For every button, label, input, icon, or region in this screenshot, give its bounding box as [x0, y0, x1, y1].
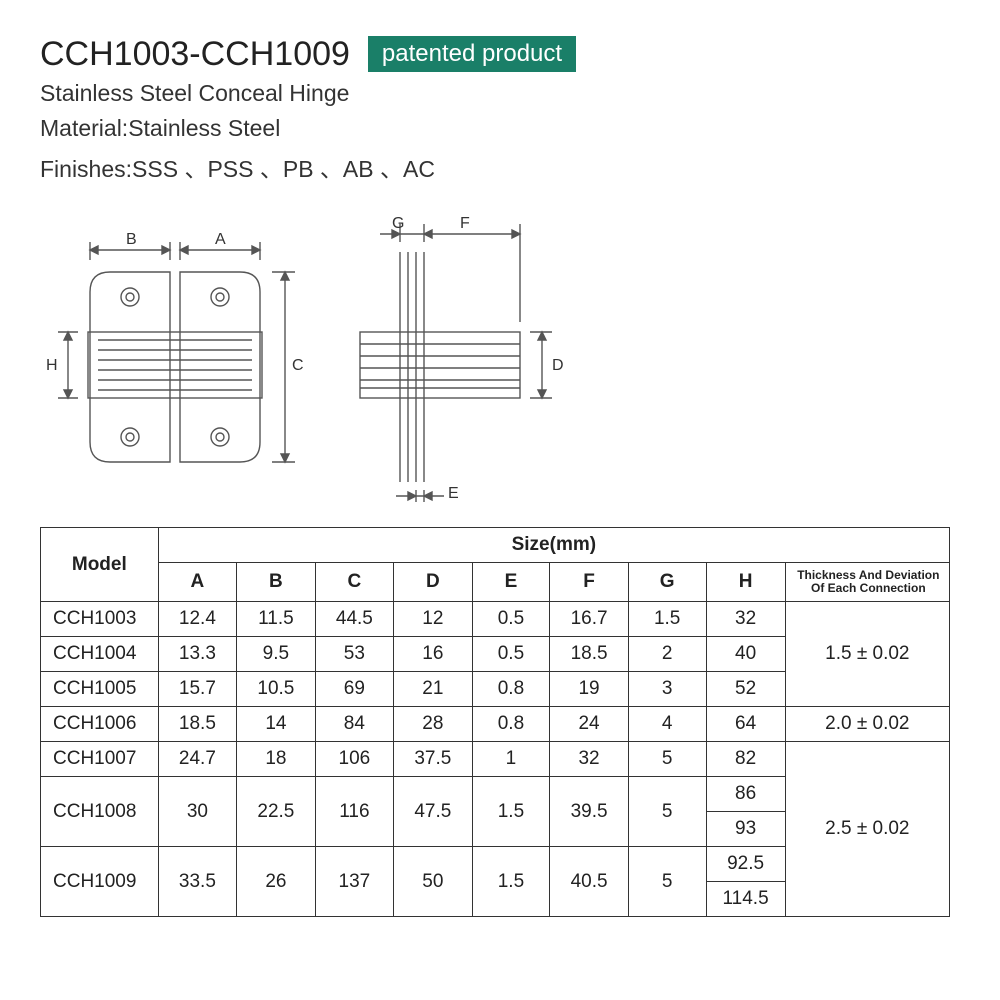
table-row: CCH1007 24.71810637.5 132582 2.5 ± 0.02: [41, 742, 950, 777]
th-size: Size(mm): [158, 528, 949, 563]
finishes-line: Finishes:SSS 、PSS 、PB 、AB 、AC: [40, 150, 960, 184]
dim-label-F: F: [460, 215, 470, 232]
th-E: E: [472, 563, 550, 602]
dim-label-H: H: [46, 357, 58, 374]
th-A: A: [158, 563, 236, 602]
spec-table: Model Size(mm) A B C D E F G H Thickness…: [40, 527, 950, 917]
tolerance-cell: 1.5 ± 0.02: [785, 602, 949, 707]
th-B: B: [237, 563, 315, 602]
dim-label-B: B: [126, 231, 137, 248]
technical-diagram: B A C H F G D E: [40, 212, 960, 507]
dim-label-D: D: [552, 357, 564, 374]
dim-label-A: A: [215, 231, 226, 248]
tolerance-cell: 2.5 ± 0.02: [785, 742, 949, 917]
th-G: G: [628, 563, 706, 602]
tolerance-cell: 2.0 ± 0.02: [785, 707, 949, 742]
table-row: CCH1006 18.5148428 0.824464 2.0 ± 0.02: [41, 707, 950, 742]
th-F: F: [550, 563, 628, 602]
product-subtitle: Stainless Steel Conceal Hinge: [40, 80, 960, 107]
th-H: H: [706, 563, 785, 602]
dim-label-E: E: [448, 485, 459, 502]
dim-label-G: G: [392, 215, 404, 232]
th-D: D: [394, 563, 472, 602]
dim-label-C: C: [292, 357, 304, 374]
title-row: CCH1003-CCH1009 patented product: [40, 36, 960, 72]
th-model: Model: [41, 528, 159, 602]
th-C: C: [315, 563, 393, 602]
material-line: Material:Stainless Steel: [40, 115, 960, 142]
product-title: CCH1003-CCH1009: [40, 37, 350, 71]
patent-badge: patented product: [368, 36, 576, 72]
table-row: CCH1003 12.411.544.512 0.516.71.532 1.5 …: [41, 602, 950, 637]
th-tolerance: Thickness And Deviation Of Each Connecti…: [785, 563, 949, 602]
